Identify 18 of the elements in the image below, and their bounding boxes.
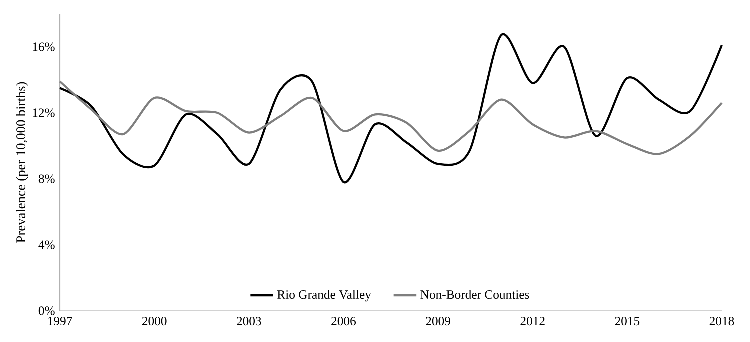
y-tick-label: 8% <box>38 174 55 184</box>
line-series <box>58 34 724 184</box>
line-series <box>58 80 724 156</box>
x-tick-label: 2000 <box>142 317 167 326</box>
x-tick-label: 2015 <box>615 317 640 326</box>
x-tick-label: 2003 <box>237 317 262 326</box>
legend-label: Non-Border Counties <box>420 290 530 300</box>
y-axis-title: Prevalence (per 10,000 births) <box>16 82 28 243</box>
y-tick-label: 0% <box>38 306 55 316</box>
y-tick-label: 4% <box>38 240 55 250</box>
x-tick-label: 1997 <box>48 317 72 326</box>
x-tick-label: 2009 <box>426 317 450 326</box>
legend-label: Rio Grande Valley <box>278 290 372 302</box>
x-tick-label: 2006 <box>332 317 356 326</box>
x-tick-label: 2012 <box>520 317 545 326</box>
y-tick-label: 16% <box>33 42 55 52</box>
x-tick-label: 2018 <box>710 317 734 326</box>
y-tick-label: 12% <box>33 108 55 118</box>
